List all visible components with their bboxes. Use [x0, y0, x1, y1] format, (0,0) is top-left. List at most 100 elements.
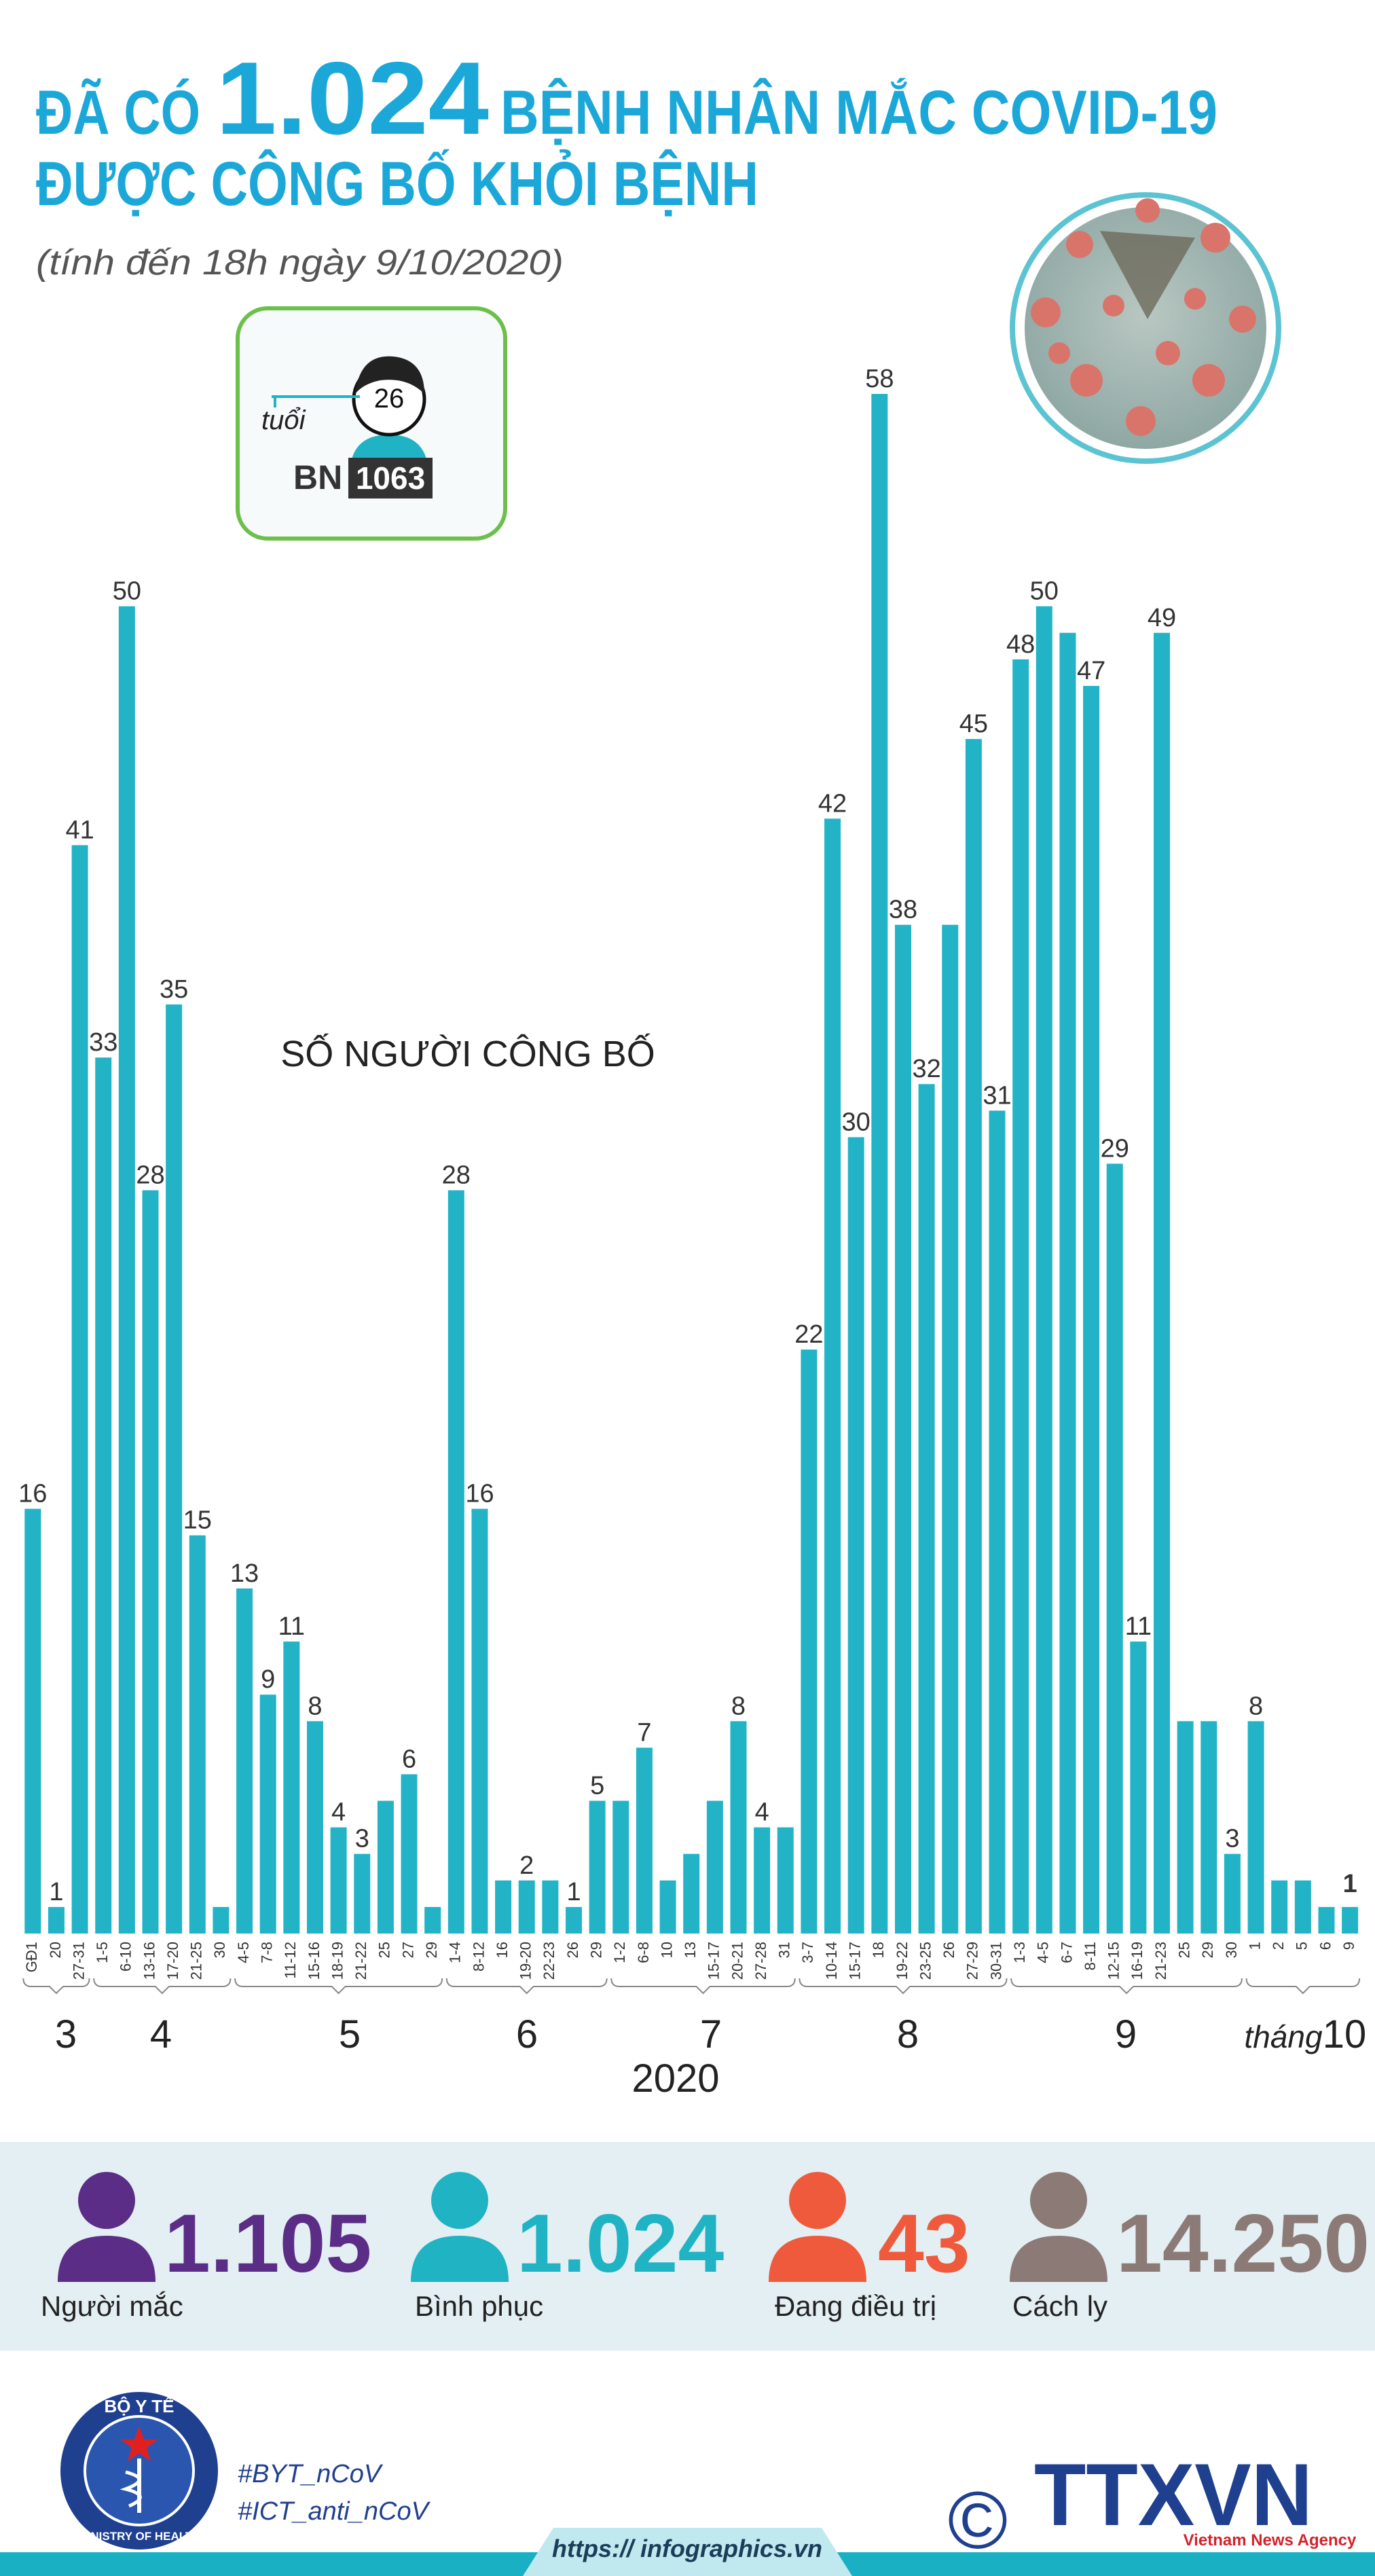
- subtitle: (tính đến 18h ngày 9/10/2020): [36, 243, 564, 283]
- bar: [1012, 659, 1029, 1934]
- value-label: 35: [160, 975, 188, 1004]
- month-label: 5: [339, 2012, 361, 2056]
- bar: [1083, 685, 1100, 1934]
- x-tick-label: 15-17: [847, 1942, 864, 1980]
- stat-value: 1.024: [517, 2197, 724, 2289]
- month-label: 3: [55, 2012, 77, 2056]
- bar: [259, 1694, 276, 1934]
- stat-label: Người mắc: [41, 2290, 183, 2322]
- bar: [777, 1827, 794, 1934]
- value-label: 9: [261, 1665, 275, 1694]
- bar: [424, 1906, 441, 1934]
- x-tick-label: 26: [940, 1942, 957, 1958]
- value-label: 41: [65, 816, 94, 844]
- value-label: 32: [912, 1055, 940, 1083]
- value-label: 28: [136, 1161, 164, 1190]
- bar: [965, 739, 982, 1934]
- value-label: 1: [49, 1878, 63, 1906]
- x-tick-label: 8-11: [1082, 1942, 1099, 1970]
- value-label: 31: [983, 1081, 1011, 1110]
- ministry-name-en: MINISTRY OF HEALTH: [77, 2530, 200, 2543]
- x-tick-label: 5: [1294, 1942, 1310, 1950]
- month-label: 8: [897, 2012, 919, 2056]
- value-label: 50: [113, 577, 141, 606]
- bar: [754, 1827, 771, 1934]
- stat-value: 14.250: [1116, 2197, 1370, 2289]
- value-label: 2: [519, 1851, 534, 1880]
- legend-age: 26: [374, 384, 405, 414]
- bar: [71, 845, 88, 1934]
- value-label: 38: [889, 896, 917, 924]
- value-label: 3: [355, 1825, 369, 1853]
- x-tick-label: 6-8: [635, 1942, 652, 1963]
- stat-label: Cách ly: [1012, 2290, 1107, 2322]
- month-label: 7: [700, 2012, 722, 2056]
- stats-band: [0, 2142, 1375, 2351]
- value-label: 49: [1148, 604, 1176, 632]
- title-prefix: ĐÃ CÓ: [36, 77, 200, 147]
- x-tick-label: 31: [776, 1942, 793, 1958]
- bar: [189, 1535, 206, 1934]
- x-tick-label: 2: [1270, 1942, 1287, 1950]
- month-label: 9: [1115, 2012, 1137, 2056]
- bar: [659, 1880, 676, 1934]
- value-label: 28: [442, 1161, 471, 1190]
- stat-item: 43 Đang điều trị: [769, 2172, 970, 2322]
- value-label: 11: [1125, 1612, 1152, 1641]
- stat-label: Đang điều trị: [775, 2290, 936, 2322]
- x-tick-label: 18-19: [329, 1942, 346, 1980]
- bar: [636, 1747, 653, 1934]
- value-label: 7: [637, 1718, 651, 1747]
- virus-illustration: [1010, 192, 1281, 464]
- bar: [1130, 1641, 1147, 1934]
- value-label: 6: [402, 1745, 416, 1773]
- value-label: 11: [278, 1612, 305, 1641]
- month-bracket: [1010, 1978, 1243, 1995]
- bar: [495, 1880, 512, 1934]
- x-tick-label: 23-25: [917, 1942, 934, 1980]
- month-label: 10: [1323, 2012, 1367, 2056]
- x-tick-label: 17-20: [164, 1942, 181, 1980]
- value-label: 8: [731, 1692, 746, 1720]
- bar: [801, 1349, 818, 1934]
- ministry-logo: BỘ Y TẾ MINISTRY OF HEALTH: [60, 2392, 218, 2550]
- value-label: 1: [1343, 1870, 1357, 1898]
- ministry-name: BỘ Y TẾ: [104, 2396, 174, 2416]
- bar: [1271, 1880, 1288, 1934]
- month-bracket: [799, 1978, 1008, 1995]
- bar: [283, 1641, 300, 1934]
- stat-value: 1.105: [164, 2197, 371, 2289]
- value-label: 16: [18, 1480, 47, 1508]
- bar: [612, 1800, 629, 1934]
- x-tick-label: 10-14: [823, 1942, 840, 1980]
- value-label: 15: [183, 1506, 212, 1535]
- x-tick-label: 21-25: [188, 1942, 205, 1980]
- value-label: 1: [566, 1878, 581, 1906]
- stat-value: 43: [878, 2197, 970, 2289]
- bar: [942, 924, 959, 1934]
- agency-name: Vietnam News Agency: [1184, 2531, 1357, 2550]
- legend-bn: BN: [293, 458, 342, 496]
- bar: [166, 1004, 183, 1934]
- value-label: 29: [1101, 1135, 1129, 1163]
- value-label: 58: [865, 365, 894, 393]
- x-tick-label: 27: [399, 1942, 416, 1958]
- x-tick-label: 1: [1246, 1942, 1263, 1950]
- bar: [1200, 1721, 1217, 1934]
- value-label: 45: [959, 710, 988, 738]
- bar: [377, 1800, 394, 1934]
- x-tick-label: 13: [682, 1942, 699, 1958]
- bar: [471, 1508, 488, 1934]
- bar: [683, 1853, 700, 1934]
- bar: [236, 1588, 253, 1934]
- x-tick-label: 4-5: [1035, 1942, 1052, 1963]
- bar: [24, 1508, 41, 1934]
- value-label: 47: [1077, 657, 1105, 685]
- x-tick-label: 27-29: [964, 1942, 981, 1980]
- bar: [401, 1774, 418, 1934]
- bar: [730, 1721, 747, 1934]
- month-bracket: [610, 1978, 796, 1995]
- bar: [1177, 1721, 1194, 1934]
- bar: [118, 606, 135, 1934]
